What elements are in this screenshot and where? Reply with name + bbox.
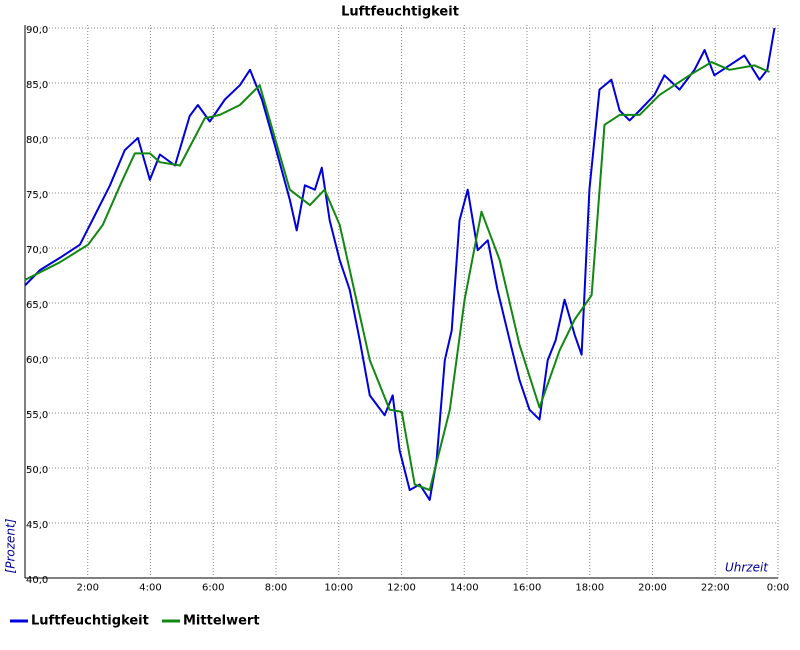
- x-tick-label: 20:00: [638, 582, 667, 593]
- y-tick-label: 50,0: [26, 465, 48, 476]
- y-tick-label: 80,0: [26, 135, 48, 146]
- y-tick-label: 75,0: [26, 190, 48, 201]
- y-tick-label: 40,0: [26, 575, 48, 586]
- y-tick-label: 85,0: [26, 80, 48, 91]
- legend-label: Mittelwert: [183, 614, 260, 629]
- y-tick-label: 65,0: [26, 300, 48, 311]
- x-tick-label: 16:00: [513, 582, 542, 593]
- legend-label: Luftfeuchtigkeit: [31, 614, 149, 629]
- x-tick-label: 6:00: [202, 582, 224, 593]
- y-tick-label: 60,0: [26, 355, 48, 366]
- x-tick-label: 18:00: [575, 582, 604, 593]
- x-tick-label: 10:00: [324, 582, 353, 593]
- x-tick-label: 12:00: [387, 582, 416, 593]
- y-tick-label: 90,0: [26, 25, 48, 36]
- y-tick-label: 55,0: [26, 410, 48, 421]
- x-tick-label: 8:00: [265, 582, 287, 593]
- x-tick-label: 0:00: [767, 582, 789, 593]
- x-tick-label: 14:00: [450, 582, 479, 593]
- x-tick-label: 22:00: [701, 582, 730, 593]
- x-tick-label: 4:00: [139, 582, 161, 593]
- x-axis-label: Uhrzeit: [725, 561, 769, 575]
- series-line: [24, 27, 776, 501]
- chart-title: Luftfeuchtigkeit: [341, 5, 459, 20]
- y-tick-label: 45,0: [26, 520, 48, 531]
- series-line: [24, 61, 770, 491]
- y-tick-label: 70,0: [26, 245, 48, 256]
- y-axis-label: [Prozent]: [4, 518, 18, 573]
- x-tick-label: 2:00: [77, 582, 99, 593]
